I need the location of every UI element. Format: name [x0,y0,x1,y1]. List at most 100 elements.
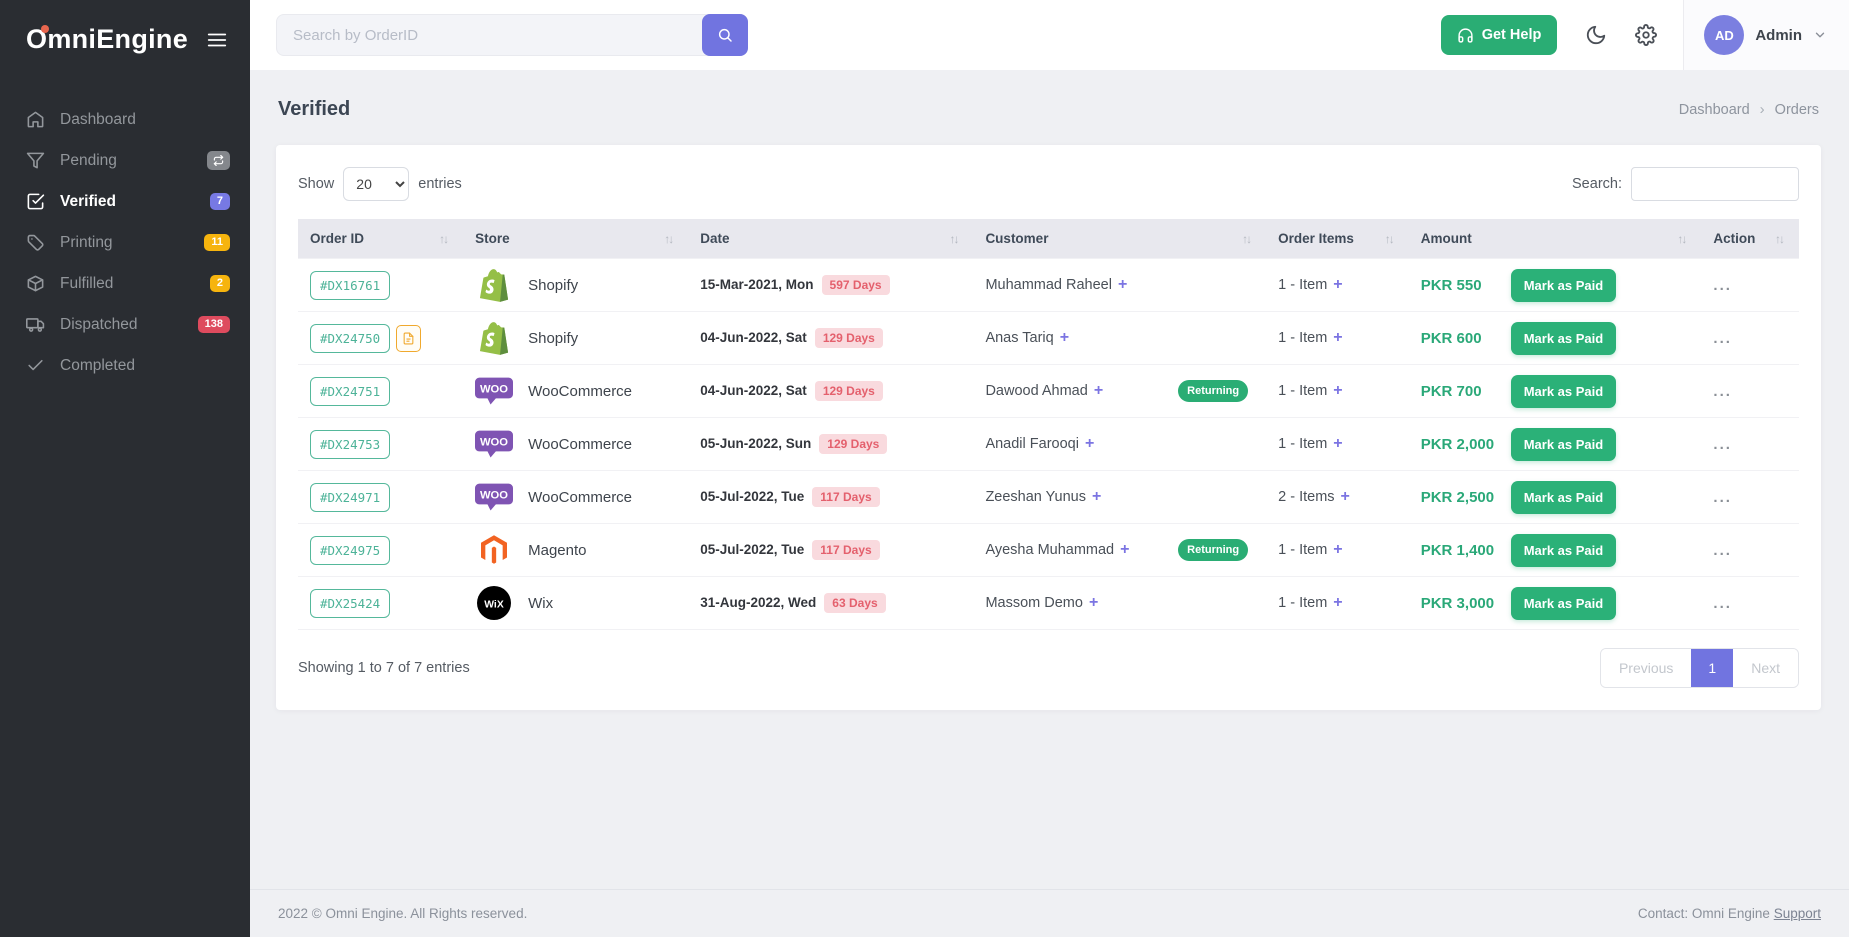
sidebar-item-pending[interactable]: Pending [0,140,250,181]
expand-customer-icon[interactable]: + [1084,435,1095,452]
row-actions-menu[interactable]: ... [1713,488,1732,506]
row-actions-menu[interactable]: ... [1713,329,1732,347]
sidebar-item-dispatched[interactable]: Dispatched 138 [0,304,250,345]
expand-items-icon[interactable]: + [1340,488,1350,505]
expand-customer-icon[interactable]: + [1093,382,1104,399]
get-help-button[interactable]: Get Help [1440,15,1558,55]
row-actions-menu[interactable]: ... [1713,594,1732,612]
order-id-chip[interactable]: #DX24975 [310,535,391,565]
row-actions-menu[interactable]: ... [1713,435,1732,453]
expand-customer-icon[interactable]: + [1088,594,1099,611]
expand-customer-icon[interactable]: + [1120,541,1130,558]
order-items-count: 2 - Items [1278,489,1335,505]
order-date: 15-Mar-2021, Mon [700,277,814,292]
sidebar-item-dashboard[interactable]: Dashboard [0,99,250,140]
row-actions-menu[interactable]: ... [1713,382,1732,400]
expand-items-icon[interactable]: + [1333,541,1343,558]
sidebar-item-printing[interactable]: Printing 11 [0,222,250,263]
mark-as-paid-button[interactable]: Mark as Paid [1510,427,1617,461]
sort-icon[interactable]: ↑↓ [1775,231,1785,246]
table-row: #DX16761 Shopify 15-Mar-2021, Mon 597 Day… [298,258,1799,312]
sort-icon[interactable]: ↑↓ [439,231,449,246]
order-id-chip[interactable]: #DX25424 [310,588,391,618]
column-header-date[interactable]: Date ↑↓ [688,219,974,259]
topbar: Get Help AD Admin [250,0,1849,70]
search-submit-button[interactable] [702,14,748,56]
column-header-store[interactable]: Store ↑↓ [463,219,689,259]
row-actions-menu[interactable]: ... [1713,276,1732,294]
show-label: Show [298,176,335,192]
sort-icon[interactable]: ↑↓ [1242,231,1252,246]
mark-as-paid-button[interactable]: Mark as Paid [1510,586,1617,620]
order-amount: PKR 2,500 [1420,488,1495,506]
mark-as-paid-button[interactable]: Mark as Paid [1510,374,1617,408]
breadcrumb-separator: › [1759,101,1765,118]
mark-as-paid-button[interactable]: Mark as Paid [1510,321,1617,355]
settings-button[interactable] [1635,24,1658,46]
menu-toggle-button[interactable] [206,29,228,51]
get-help-label: Get Help [1481,27,1542,43]
mark-as-paid-button[interactable]: Mark as Paid [1510,268,1617,302]
expand-items-icon[interactable]: + [1333,435,1343,452]
page-size-select[interactable]: 20 [343,167,410,201]
breadcrumb-item-dashboard[interactable]: Dashboard [1678,101,1750,118]
order-id-chip[interactable]: #DX24971 [310,482,391,512]
expand-items-icon[interactable]: + [1333,276,1343,293]
store-name: Shopify [528,276,579,294]
row-actions-menu[interactable]: ... [1713,541,1732,559]
store-name: Wix [528,594,554,612]
expand-items-icon[interactable]: + [1333,382,1343,399]
order-id-chip[interactable]: #DX24753 [310,429,391,459]
sidebar-item-verified[interactable]: Verified 7 [0,181,250,222]
brand-accent-dot [41,25,50,33]
mark-as-paid-button[interactable]: Mark as Paid [1510,533,1617,567]
column-header-order-id[interactable]: Order ID ↑↓ [298,219,464,259]
sort-icon[interactable]: ↑↓ [1384,231,1395,246]
package-icon [27,275,44,292]
support-link[interactable]: Support [1773,906,1821,921]
order-id-chip[interactable]: #DX16761 [310,270,391,300]
avatar: AD [1704,15,1745,55]
store-name: WooCommerce [528,435,633,453]
shopify-logo-icon [475,268,513,302]
tag-icon [27,234,44,251]
funnel-icon [26,152,45,169]
expand-customer-icon[interactable]: + [1091,488,1102,505]
sort-icon[interactable]: ↑↓ [664,231,674,246]
table-row: #DX24751 WOO WooCommerce 04-Jun-2022, Sa… [298,364,1799,418]
store-name: Magento [528,541,587,559]
pagination-previous-button[interactable]: Previous [1600,649,1692,687]
pagination-page-1-button[interactable]: 1 [1691,649,1734,687]
headset-icon [1458,27,1473,43]
sort-icon[interactable]: ↑↓ [1677,231,1687,246]
expand-items-icon[interactable]: + [1333,594,1343,611]
sidebar-item-completed[interactable]: Completed [0,345,250,386]
sidebar-item-fulfilled[interactable]: Fulfilled 2 [0,263,250,304]
user-menu[interactable]: AD Admin [1683,0,1849,70]
note-icon[interactable] [396,325,422,353]
gear-icon [1635,24,1658,46]
mark-as-paid-button[interactable]: Mark as Paid [1510,480,1617,514]
search-input[interactable] [276,14,748,56]
customer-name: Massom Demo [985,595,1083,611]
expand-items-icon[interactable]: + [1333,329,1343,346]
check-square-icon [27,193,45,210]
woo-logo-icon: WOO [475,483,514,512]
expand-customer-icon[interactable]: + [1117,276,1128,293]
column-header-action[interactable]: Action ↑↓ [1701,219,1799,259]
order-id-chip[interactable]: #DX24751 [310,376,391,406]
column-header-amount[interactable]: Amount ↑↓ [1408,219,1702,259]
order-items-count: 1 - Item [1278,595,1328,611]
page-content: Verified Dashboard › Orders Show 20 entr… [250,70,1849,889]
order-date: 05-Jun-2022, Sun [700,436,812,451]
pagination-next-button[interactable]: Next [1733,649,1798,687]
column-header-order-items[interactable]: Order Items ↑↓ [1266,219,1409,259]
table-row: #DX24971 WOO WooCommerce 05-Jul-2022, Tu… [298,470,1799,524]
table-search-input[interactable] [1631,167,1799,201]
expand-customer-icon[interactable]: + [1059,329,1070,346]
dark-mode-toggle[interactable] [1585,24,1607,46]
order-id-chip[interactable]: #DX24750 [310,323,391,353]
column-header-customer[interactable]: Customer ↑↓ [973,219,1267,259]
sort-icon[interactable]: ↑↓ [949,231,959,246]
woo-logo-icon: WOO [475,430,514,459]
